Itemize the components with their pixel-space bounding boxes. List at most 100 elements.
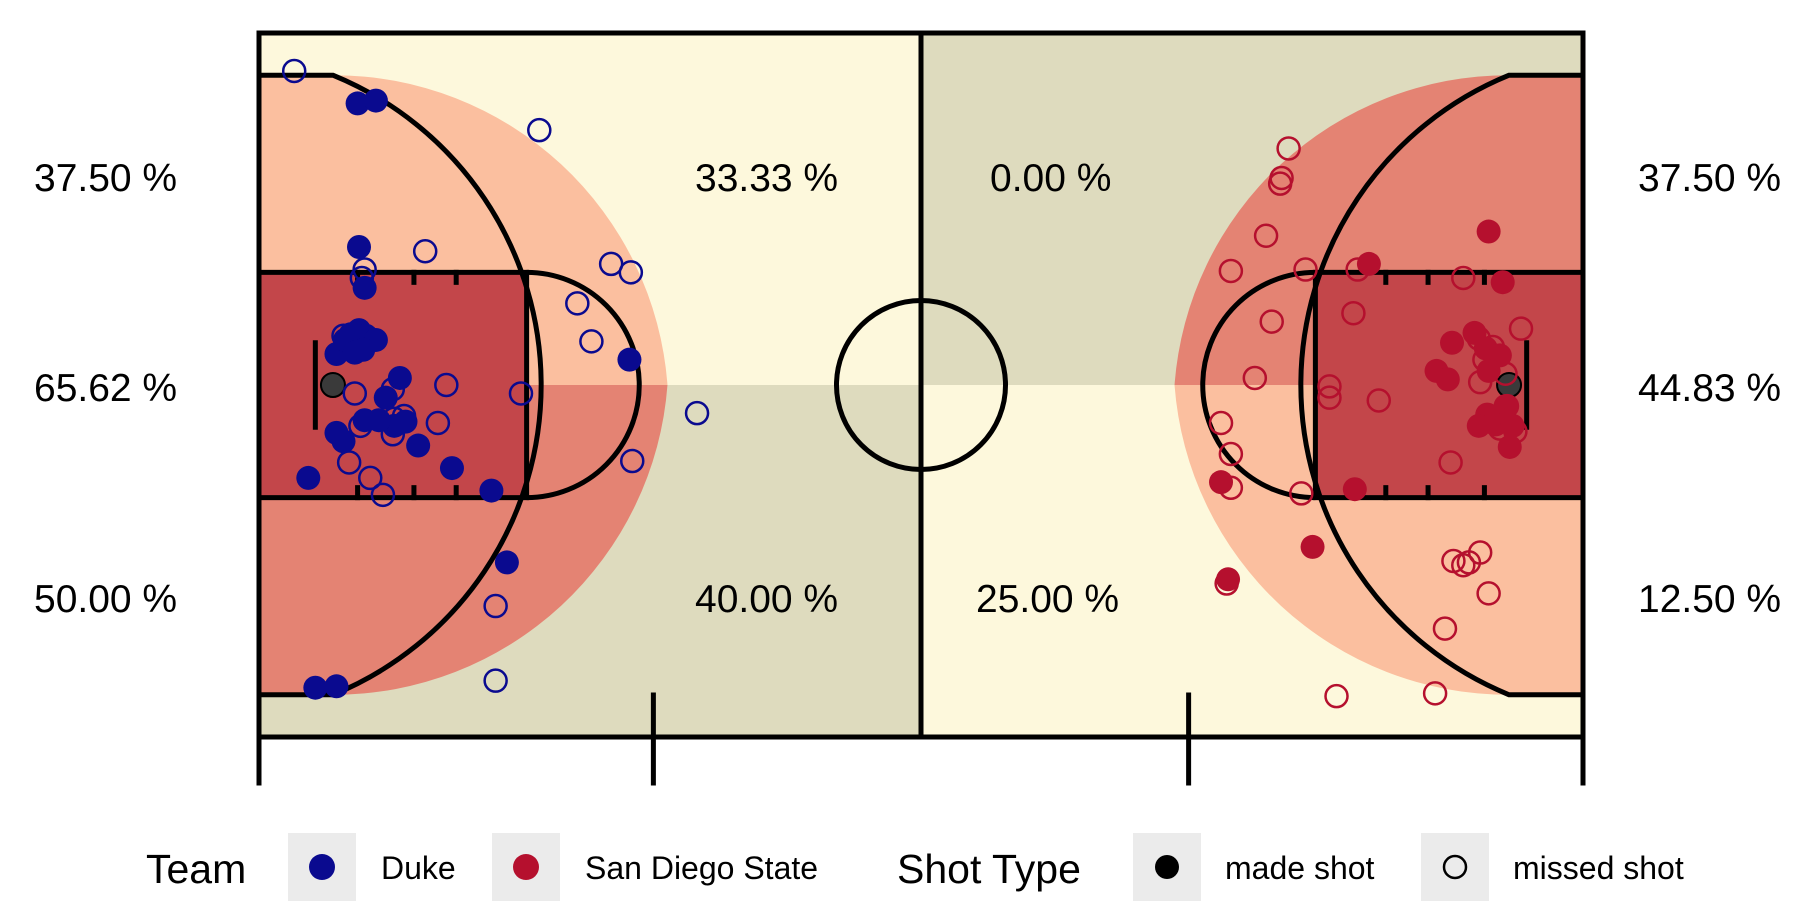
duke-missed-shot-2 bbox=[412, 238, 438, 264]
zone-label-duke-bottom-corner: 50.00 % bbox=[34, 578, 177, 621]
zone-label-sdsu-bottom-corner: 12.50 % bbox=[1638, 578, 1781, 621]
san-diego-state-missed-shot-9 bbox=[1508, 316, 1534, 341]
legend-key-made-shot bbox=[1155, 855, 1179, 879]
san-diego-state-missed-shot-7 bbox=[1451, 265, 1476, 291]
san-diego-state-missed-shot-24 bbox=[1218, 441, 1244, 467]
zone-label-duke-paint: 65.62 % bbox=[34, 367, 177, 410]
san-diego-state-missed-shot-5 bbox=[1293, 257, 1318, 282]
duke-missed-shot-7 bbox=[565, 291, 590, 316]
duke-made-shot-12 bbox=[387, 365, 412, 390]
duke-made-shot-2 bbox=[347, 235, 372, 260]
duke-made-shot-26 bbox=[324, 674, 349, 699]
san-diego-state-missed-shot-8 bbox=[1341, 300, 1366, 326]
duke-made-shot-19 bbox=[331, 429, 356, 454]
san-diego-state-made-shot-0 bbox=[1476, 219, 1501, 244]
legend-team-title: Team bbox=[146, 846, 246, 892]
duke-missed-shot-10 bbox=[342, 381, 368, 406]
zone-label-sdsu-paint: 44.83 % bbox=[1638, 367, 1781, 410]
center-circle bbox=[833, 297, 1009, 473]
san-diego-state-missed-shot-16 bbox=[1242, 365, 1268, 391]
legend: Team Duke San Diego State Shot Type made… bbox=[146, 833, 1684, 901]
duke-three-point-line bbox=[259, 72, 544, 698]
legend-key-missed-shot bbox=[1442, 854, 1468, 880]
san-diego-state-missed-shot-4 bbox=[1218, 258, 1244, 284]
zone-label-duke-bottom-mid: 40.00 % bbox=[695, 578, 838, 621]
zone-label-sdsu-bottom-mid: 25.00 % bbox=[976, 578, 1119, 621]
san-diego-state-made-shot-17 bbox=[1342, 477, 1367, 502]
san-diego-state-missed-shot-18 bbox=[1317, 385, 1342, 410]
duke-missed-shot-1 bbox=[527, 117, 552, 143]
sdsu-key bbox=[1312, 269, 1586, 501]
san-diego-state-made-shot-16 bbox=[1209, 470, 1234, 495]
duke-made-shot-21 bbox=[439, 456, 464, 481]
sdsu-free-throw-arc bbox=[1200, 269, 1316, 501]
legend-label-missed-shot: missed shot bbox=[1513, 850, 1684, 886]
duke-made-shot-11 bbox=[351, 337, 376, 362]
legend-label-sdsu: San Diego State bbox=[585, 850, 818, 886]
san-diego-state-made-shot-2 bbox=[1356, 251, 1381, 276]
san-diego-state-missed-shot-17 bbox=[1317, 374, 1342, 399]
legend-key-missed-bg bbox=[1421, 833, 1489, 901]
duke-missed-shot-8 bbox=[579, 329, 604, 354]
san-diego-state-missed-shot-31 bbox=[1456, 550, 1482, 575]
san-diego-state-missed-shot-19 bbox=[1366, 388, 1392, 413]
duke-missed-shot-20 bbox=[358, 465, 383, 491]
zone-label-duke-top-mid: 33.33 % bbox=[695, 157, 838, 200]
duke-missed-shot-16 bbox=[425, 410, 451, 436]
san-diego-state-missed-shot-22 bbox=[1208, 410, 1234, 436]
san-diego-state-made-shot-14 bbox=[1500, 413, 1525, 438]
duke-made-shot-20 bbox=[406, 433, 431, 458]
san-diego-state-missed-shot-34 bbox=[1432, 616, 1458, 641]
legend-shot-type-title: Shot Type bbox=[897, 846, 1081, 892]
san-diego-state-made-shot-7 bbox=[1476, 358, 1501, 383]
duke-missed-shot-25 bbox=[483, 668, 508, 693]
san-diego-state-missed-shot-10 bbox=[1259, 309, 1284, 334]
duke-made-shot-15 bbox=[393, 409, 418, 434]
duke-missed-shot-24 bbox=[483, 593, 508, 619]
legend-key-sdsu bbox=[513, 854, 539, 880]
zone-label-duke-top-corner: 37.50 % bbox=[34, 157, 177, 200]
san-diego-state-missed-shot-3 bbox=[1253, 223, 1279, 249]
duke-missed-shot-21 bbox=[370, 482, 396, 508]
duke-made-shot-13 bbox=[373, 385, 398, 410]
san-diego-state-missed-shot-35 bbox=[1422, 681, 1448, 706]
duke-free-throw-arc bbox=[526, 269, 642, 501]
shot-markers bbox=[281, 58, 1534, 709]
san-diego-state-missed-shot-0 bbox=[1276, 136, 1301, 161]
duke-made-shot-24 bbox=[494, 550, 519, 575]
zone-label-sdsu-top-mid: 0.00 % bbox=[990, 157, 1111, 200]
san-diego-state-missed-shot-36 bbox=[1324, 683, 1349, 709]
duke-made-shot-27 bbox=[617, 347, 642, 372]
duke-missed-shot-22 bbox=[684, 400, 710, 426]
duke-missed-shot-13 bbox=[508, 381, 534, 406]
san-diego-state-made-shot-9 bbox=[1435, 367, 1460, 392]
san-diego-state-made-shot-3 bbox=[1440, 330, 1465, 355]
san-diego-state-missed-shot-32 bbox=[1476, 581, 1501, 606]
legend-key-duke bbox=[309, 854, 335, 880]
san-diego-state-made-shot-19 bbox=[1216, 567, 1241, 592]
san-diego-state-made-shot-15 bbox=[1497, 434, 1522, 459]
duke-rim bbox=[319, 372, 346, 398]
duke-made-shot-25 bbox=[303, 675, 328, 700]
duke-made-shot-22 bbox=[296, 465, 321, 490]
duke-missed-shot-12 bbox=[434, 372, 459, 398]
san-diego-state-missed-shot-27 bbox=[1438, 450, 1463, 475]
duke-missed-shot-23 bbox=[620, 448, 645, 474]
duke-missed-shot-6 bbox=[618, 260, 644, 285]
san-diego-state-made-shot-1 bbox=[1490, 270, 1515, 295]
duke-made-shot-23 bbox=[479, 478, 504, 503]
san-diego-state-missed-shot-26 bbox=[1289, 481, 1314, 506]
duke-made-shot-17 bbox=[352, 408, 377, 433]
san-diego-state-missed-shot-2 bbox=[1267, 171, 1293, 196]
legend-label-duke: Duke bbox=[381, 850, 456, 886]
duke-made-shot-0 bbox=[345, 91, 370, 116]
duke-made-shot-3 bbox=[352, 275, 377, 300]
sdsu-three-point-line bbox=[1298, 72, 1583, 698]
duke-made-shot-1 bbox=[363, 88, 388, 113]
san-diego-state-made-shot-18 bbox=[1300, 534, 1325, 559]
zone-label-sdsu-top-corner: 37.50 % bbox=[1638, 157, 1781, 200]
san-diego-state-missed-shot-30 bbox=[1441, 548, 1466, 574]
legend-label-made-shot: made shot bbox=[1225, 850, 1375, 886]
zone-percentage-labels: 37.50 % 65.62 % 50.00 % 33.33 % 40.00 % … bbox=[34, 157, 1781, 621]
